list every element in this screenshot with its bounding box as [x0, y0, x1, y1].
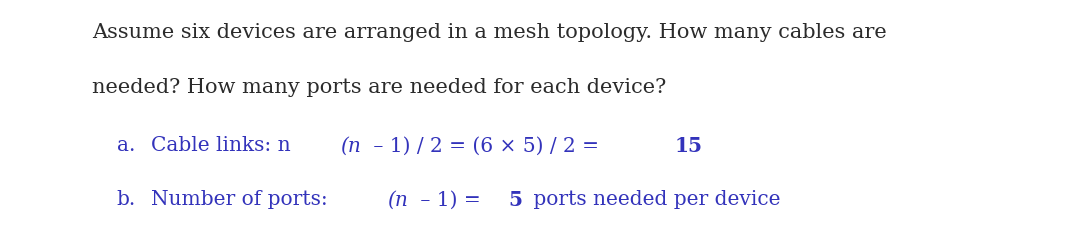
Text: a.: a. — [117, 136, 135, 155]
Text: b.: b. — [117, 190, 136, 209]
Text: (n: (n — [388, 190, 408, 209]
Text: – 1) =: – 1) = — [415, 190, 487, 209]
Text: 5: 5 — [509, 190, 523, 210]
Text: ports needed per device: ports needed per device — [527, 190, 781, 209]
Text: needed? How many ports are needed for each device?: needed? How many ports are needed for ea… — [92, 78, 666, 97]
Text: 15: 15 — [674, 136, 702, 156]
Text: Assume six devices are arranged in a mesh topology. How many cables are: Assume six devices are arranged in a mes… — [92, 24, 887, 43]
Text: (n: (n — [339, 136, 361, 155]
Text: Cable links: n: Cable links: n — [151, 136, 297, 155]
Text: Number of ports:: Number of ports: — [151, 190, 335, 209]
Text: – 1) / 2 = (6 × 5) / 2 =: – 1) / 2 = (6 × 5) / 2 = — [366, 136, 605, 155]
